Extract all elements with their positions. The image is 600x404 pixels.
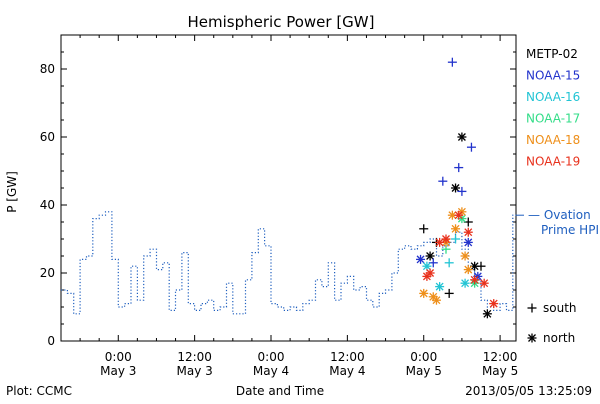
point-noaa-15 bbox=[454, 163, 464, 173]
legend-entry: NOAA-15 bbox=[526, 69, 580, 83]
x-tick-label: May 4 bbox=[329, 364, 365, 378]
marker-stroke bbox=[470, 262, 479, 271]
point-metp-02 bbox=[425, 251, 435, 261]
y-tick-label: 40 bbox=[40, 198, 55, 212]
x-tick-label: May 3 bbox=[100, 364, 136, 378]
x-tick-label: May 4 bbox=[253, 364, 289, 378]
marker-stroke bbox=[442, 235, 450, 243]
point-noaa-16 bbox=[460, 278, 470, 288]
point-noaa-15 bbox=[457, 186, 467, 196]
point-noaa-18 bbox=[431, 295, 441, 305]
y-tick-label: 0 bbox=[47, 334, 55, 348]
marker-stroke bbox=[448, 211, 457, 220]
point-noaa-16 bbox=[451, 234, 461, 244]
plot-credit: Plot: CCMC bbox=[6, 384, 72, 398]
marker-stroke bbox=[426, 269, 435, 277]
marker-stroke bbox=[489, 299, 498, 308]
legend-entry-hpi: — Ovation bbox=[528, 208, 591, 222]
marker-stroke bbox=[416, 255, 425, 264]
marker-stroke bbox=[528, 334, 536, 342]
marker-stroke bbox=[480, 279, 489, 288]
point-noaa-15 bbox=[466, 142, 476, 152]
marker-stroke bbox=[426, 252, 435, 260]
legend-entry: NOAA-16 bbox=[526, 90, 580, 104]
x-tick-label: 0:00 bbox=[258, 350, 285, 364]
marker-stroke bbox=[432, 296, 441, 305]
legend-entry: NOAA-19 bbox=[526, 155, 580, 169]
point-noaa-18 bbox=[419, 288, 429, 298]
point-metp-02 bbox=[476, 261, 486, 271]
chart-title: Hemispheric Power [GW] bbox=[188, 13, 375, 31]
point-noaa-19 bbox=[489, 299, 499, 309]
x-axis-label: Date and Time bbox=[236, 384, 324, 398]
x-tick-label: May 3 bbox=[177, 364, 213, 378]
marker-key-symbol bbox=[527, 333, 537, 343]
marker-stroke bbox=[464, 228, 473, 237]
point-metp-02 bbox=[419, 224, 429, 234]
x-tick-label: May 5 bbox=[482, 364, 518, 378]
marker-key-symbol bbox=[527, 303, 537, 313]
plot-frame bbox=[60, 34, 517, 342]
y-axis-label: P [GW] bbox=[5, 171, 19, 213]
x-tick-label: May 5 bbox=[406, 364, 442, 378]
marker-stroke bbox=[435, 238, 444, 247]
point-noaa-15 bbox=[438, 176, 448, 186]
point-noaa-19 bbox=[454, 210, 464, 220]
legend-entry: NOAA-18 bbox=[526, 133, 580, 147]
legend-entry: NOAA-17 bbox=[526, 112, 580, 126]
marker-stroke bbox=[454, 211, 463, 220]
marker-stroke bbox=[461, 279, 470, 288]
marker-stroke bbox=[451, 184, 460, 192]
point-noaa-19 bbox=[463, 227, 473, 237]
point-noaa-19 bbox=[470, 275, 480, 285]
series-line-ovation-prime-hpi bbox=[61, 211, 516, 315]
marker-stroke bbox=[435, 282, 444, 291]
point-metp-02 bbox=[444, 288, 454, 298]
point-noaa-18 bbox=[451, 224, 461, 234]
marker-key-label: north bbox=[543, 331, 575, 345]
marker-stroke bbox=[457, 133, 466, 141]
point-metp-02 bbox=[482, 309, 492, 319]
plot-timestamp: 2013/05/05 13:25:09 bbox=[465, 384, 592, 398]
legend-entry-hpi: Prime HPI bbox=[541, 223, 599, 237]
marker-stroke bbox=[422, 262, 431, 271]
legend: METP-02 NOAA-15 NOAA-16 NOAA-17 NOAA-18 NOAA-… bbox=[516, 47, 599, 345]
x-tick-label: 0:00 bbox=[410, 350, 437, 364]
point-noaa-18 bbox=[460, 251, 470, 261]
marker-stroke bbox=[451, 224, 460, 233]
x-tick-label: 0:00 bbox=[105, 350, 132, 364]
y-tick-label: 60 bbox=[40, 130, 55, 144]
marker-stroke bbox=[470, 275, 479, 284]
point-noaa-15 bbox=[447, 57, 457, 67]
marker-stroke bbox=[419, 289, 428, 298]
y-tick-label: 20 bbox=[40, 266, 55, 280]
legend-entry: METP-02 bbox=[526, 47, 578, 61]
marker-stroke bbox=[464, 238, 473, 247]
point-noaa-15 bbox=[463, 237, 473, 247]
point-noaa-16 bbox=[435, 282, 445, 292]
point-noaa-19 bbox=[479, 278, 489, 288]
marker-stroke bbox=[461, 252, 470, 260]
series-layer bbox=[61, 57, 516, 319]
x-tick-label: 12:00 bbox=[177, 350, 212, 364]
point-noaa-18 bbox=[463, 265, 473, 275]
marker-key-label: south bbox=[543, 301, 577, 315]
point-metp-02 bbox=[457, 132, 467, 142]
point-noaa-16 bbox=[444, 258, 454, 268]
y-tick-label: 80 bbox=[40, 62, 55, 76]
point-noaa-19 bbox=[425, 268, 435, 278]
marker-stroke bbox=[464, 265, 473, 274]
x-tick-label: 12:00 bbox=[483, 350, 518, 364]
marker-stroke bbox=[483, 309, 492, 318]
point-metp-02 bbox=[451, 183, 461, 193]
point-noaa-15 bbox=[416, 254, 426, 264]
point-noaa-19 bbox=[441, 234, 451, 244]
x-tick-label: 12:00 bbox=[330, 350, 365, 364]
